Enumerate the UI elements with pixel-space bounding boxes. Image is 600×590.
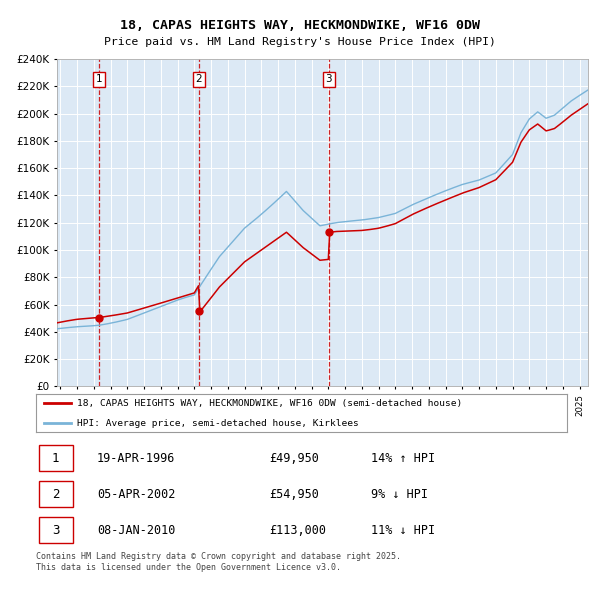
Text: 1: 1 [95,74,102,84]
Text: 9% ↓ HPI: 9% ↓ HPI [371,488,428,501]
Text: 3: 3 [52,524,59,537]
Text: Contains HM Land Registry data © Crown copyright and database right 2025.
This d: Contains HM Land Registry data © Crown c… [36,552,401,572]
Text: HPI: Average price, semi-detached house, Kirklees: HPI: Average price, semi-detached house,… [77,419,359,428]
Text: 2: 2 [196,74,202,84]
Text: Price paid vs. HM Land Registry's House Price Index (HPI): Price paid vs. HM Land Registry's House … [104,37,496,47]
Text: 1: 1 [52,452,59,465]
Text: 2: 2 [52,488,59,501]
Text: 18, CAPAS HEIGHTS WAY, HECKMONDWIKE, WF16 0DW: 18, CAPAS HEIGHTS WAY, HECKMONDWIKE, WF1… [120,19,480,32]
Text: £113,000: £113,000 [269,524,326,537]
Text: 08-JAN-2010: 08-JAN-2010 [97,524,175,537]
Text: £54,950: £54,950 [269,488,320,501]
FancyBboxPatch shape [38,445,73,471]
Text: 19-APR-1996: 19-APR-1996 [97,452,175,465]
Text: 14% ↑ HPI: 14% ↑ HPI [371,452,434,465]
Text: 18, CAPAS HEIGHTS WAY, HECKMONDWIKE, WF16 0DW (semi-detached house): 18, CAPAS HEIGHTS WAY, HECKMONDWIKE, WF1… [77,399,463,408]
FancyBboxPatch shape [38,481,73,507]
Text: 11% ↓ HPI: 11% ↓ HPI [371,524,434,537]
Text: £49,950: £49,950 [269,452,320,465]
Text: 05-APR-2002: 05-APR-2002 [97,488,175,501]
Text: 3: 3 [326,74,332,84]
FancyBboxPatch shape [38,517,73,543]
